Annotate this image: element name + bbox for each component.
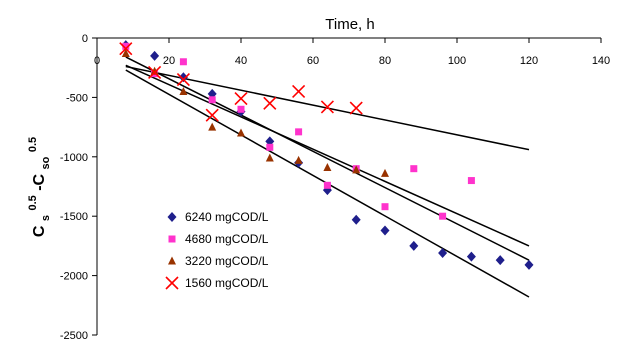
- x-tick-label: 40: [235, 55, 247, 67]
- x-tick-label: 60: [307, 55, 319, 67]
- trendlines: [125, 56, 530, 298]
- legend-marker: [167, 212, 177, 222]
- trendline: [125, 65, 530, 151]
- data-point: [205, 108, 219, 122]
- data-point: [150, 66, 159, 75]
- y-tick-label: -500: [66, 92, 88, 104]
- legend-marker: [168, 235, 176, 243]
- data-point: [265, 153, 274, 162]
- y-tick-label: -1500: [60, 211, 88, 223]
- data-point: [381, 203, 389, 211]
- data-point: [292, 84, 306, 99]
- data-point: [323, 162, 332, 171]
- data-point: [410, 165, 418, 173]
- data-point: [349, 101, 363, 115]
- y-tick-label: -2500: [60, 330, 88, 340]
- data-point: [294, 155, 303, 164]
- data-point: [179, 58, 187, 66]
- x-tick-label: 0: [94, 55, 100, 67]
- data-point: [208, 96, 216, 104]
- data-point: [467, 177, 475, 185]
- legend: 6240 mgCOD/L 4680 mgCOD/L 3220 mgCOD/L 1560…: [165, 210, 269, 290]
- trendline: [125, 64, 530, 247]
- y-tick-label: 0: [82, 33, 88, 45]
- legend-marker: [168, 256, 176, 265]
- data-point: [320, 100, 334, 114]
- y-tick-label: -2000: [60, 271, 88, 283]
- x-axis-title: Time, h: [325, 16, 374, 33]
- data-point: [237, 128, 245, 137]
- data-point: [266, 143, 274, 151]
- data-point: [466, 251, 476, 262]
- data-point: [179, 86, 188, 95]
- data-point: [122, 42, 130, 50]
- data-point: [495, 255, 505, 266]
- data-point: [351, 214, 361, 225]
- data-point: [439, 212, 447, 220]
- data-point: [176, 73, 190, 87]
- legend-label: 4680 mgCOD/L: [185, 232, 269, 246]
- svg-text:C s 0.5 -C: C s 0.5 -C so 0.5: [23, 137, 53, 237]
- data-point: [263, 96, 277, 110]
- data-point: [524, 259, 534, 270]
- legend-label: 6240 mgCOD/L: [185, 210, 269, 224]
- data-point: [234, 92, 248, 106]
- data-point: [208, 122, 217, 131]
- data-point: [121, 48, 130, 57]
- data-point: [295, 128, 303, 136]
- legend-label: 1560 mgCOD/L: [185, 276, 269, 290]
- x-tick-label: 80: [379, 55, 391, 67]
- data-point: [409, 240, 419, 251]
- axes: 0 20 40 60 80 100 120 140 0 -500 -1000 -1500 -2000 -2…: [60, 33, 610, 340]
- data-point: [381, 168, 389, 177]
- data-point: [323, 181, 331, 189]
- x-tick-label: 120: [520, 55, 538, 67]
- data-markers: [119, 40, 534, 270]
- data-point: [150, 50, 160, 61]
- data-point: [178, 72, 188, 83]
- data-point: [148, 65, 162, 80]
- legend-label: 3220 mgCOD/L: [185, 254, 269, 268]
- data-point: [237, 105, 245, 113]
- data-point: [438, 248, 448, 259]
- trendline: [125, 56, 530, 261]
- y-tick-label: -1000: [60, 152, 88, 164]
- x-tick-label: 20: [163, 55, 175, 67]
- data-point: [380, 225, 390, 236]
- legend-marker: [165, 276, 179, 290]
- y-axis-title: C s 0.5 -C so 0.5: [23, 137, 53, 237]
- data-point: [352, 165, 361, 174]
- x-tick-label: 100: [448, 55, 466, 67]
- data-point: [119, 42, 133, 56]
- x-tick-label: 140: [592, 55, 610, 67]
